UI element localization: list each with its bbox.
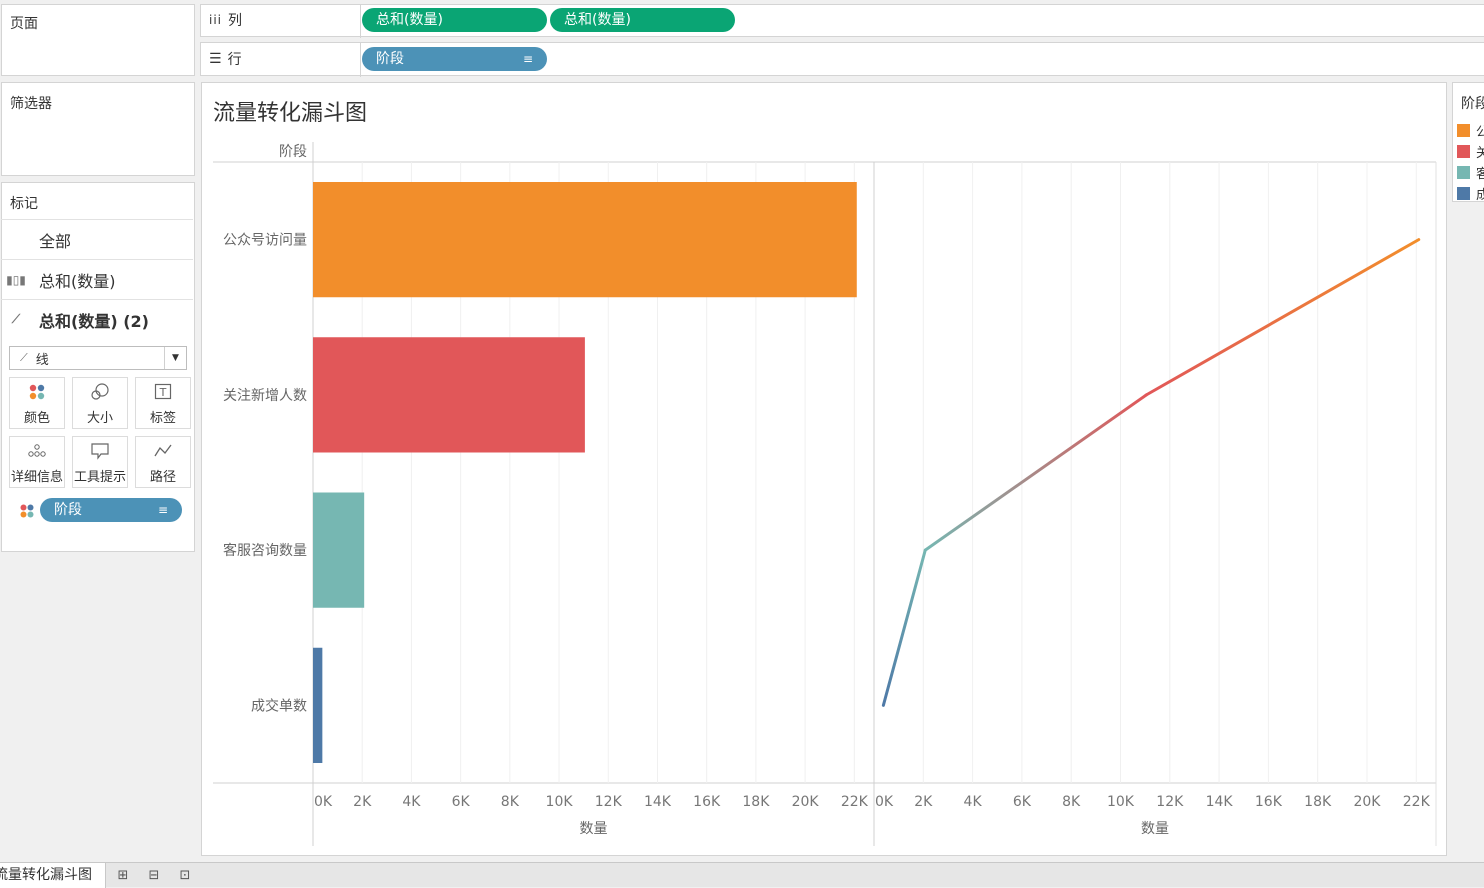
bar — [313, 647, 323, 763]
legend-label: 成交单数 — [1476, 188, 1484, 203]
size-icon — [73, 383, 127, 407]
legend-item[interactable]: 公众号访问量 — [1457, 121, 1484, 140]
category-label: 关注新增人数 — [223, 388, 307, 404]
marks-layer-all[interactable]: 全部 — [1, 219, 193, 259]
x-tick-label: 2K — [353, 794, 372, 810]
x-tick-label: 22K — [1403, 794, 1431, 810]
label-button[interactable]: T 标签 — [135, 377, 191, 429]
new-story-icon[interactable]: ⊡ — [179, 868, 191, 883]
bar — [313, 337, 585, 453]
chart-title: 流量转化漏斗图 — [213, 101, 367, 126]
category-label: 公众号访问量 — [223, 233, 307, 249]
sheet-tab-bar: 流量转化漏斗图 ⊞ ⊟ ⊡ — [0, 862, 1484, 888]
legend-item[interactable]: 成交单数 — [1457, 184, 1484, 203]
x-axis-title: 数量 — [580, 821, 608, 837]
path-button[interactable]: 路径 — [135, 436, 191, 488]
color-icon — [10, 383, 64, 407]
new-dashboard-icon[interactable]: ⊟ — [148, 868, 160, 883]
pages-card: 页面 — [1, 4, 195, 76]
marks-layer-bar[interactable]: ▮▯▮ 总和(数量) — [1, 259, 193, 299]
new-sheet-icon[interactable]: ⊞ — [117, 868, 129, 883]
x-tick-label: 22K — [841, 794, 869, 810]
detail-button[interactable]: 详细信息 — [9, 436, 65, 488]
tooltip-button[interactable]: 工具提示 — [72, 436, 128, 488]
columns-shelf-label: iii 列 — [209, 13, 243, 29]
legend-item[interactable]: 客服咨询数量 — [1457, 163, 1484, 182]
legend-swatch — [1457, 187, 1470, 200]
legend-title: 阶段 — [1461, 96, 1484, 112]
category-label: 成交单数 — [251, 697, 307, 714]
filters-card-title: 筛选器 — [10, 96, 52, 112]
legend-label: 关注新增人数 — [1476, 146, 1484, 161]
columns-icon: iii — [209, 13, 223, 27]
category-label: 客服咨询数量 — [223, 542, 307, 559]
chevron-down-icon: ▼ — [164, 347, 186, 369]
legend-item[interactable]: 关注新增人数 — [1457, 142, 1484, 161]
x-tick-label: 16K — [693, 794, 721, 810]
line-segment — [923, 393, 1148, 552]
x-tick-label: 4K — [964, 794, 983, 810]
x-tick-label: 6K — [452, 794, 471, 810]
color-pill-icon — [19, 503, 35, 523]
rows-shelf-label: ☰ 行 — [209, 51, 242, 68]
size-button[interactable]: 大小 — [72, 377, 128, 429]
x-tick-label: 0K — [314, 794, 333, 810]
x-tick-label: 14K — [1206, 794, 1234, 810]
row-header: 阶段 — [279, 144, 307, 160]
mark-type-dropdown[interactable]: ⟋ 线 ▼ — [9, 346, 187, 370]
x-tick-label: 0K — [875, 794, 894, 810]
sort-icon: ≡ — [522, 52, 533, 66]
x-tick-label: 12K — [1156, 794, 1184, 810]
pages-card-title: 页面 — [10, 16, 38, 32]
line-chart-icon: ⟋ — [11, 312, 21, 326]
x-tick-label: 4K — [402, 794, 421, 810]
x-tick-label: 10K — [1107, 794, 1135, 810]
legend-label: 公众号访问量 — [1476, 125, 1484, 140]
detail-icon — [10, 442, 64, 466]
bar-chart-icon: ▮▯▮ — [6, 272, 26, 287]
sort-icon: ≡ — [157, 503, 168, 517]
x-tick-label: 12K — [595, 794, 623, 810]
sheet-tab[interactable]: 流量转化漏斗图 — [0, 863, 106, 888]
columns-pill-2[interactable]: 总和(数量) — [550, 8, 735, 32]
color-button[interactable]: 颜色 — [9, 377, 65, 429]
x-axis-title: 数量 — [1141, 821, 1169, 837]
x-tick-label: 14K — [644, 794, 672, 810]
x-tick-label: 20K — [1353, 794, 1381, 810]
x-tick-label: 8K — [501, 794, 520, 810]
line-segment — [1144, 238, 1421, 397]
x-tick-label: 8K — [1062, 794, 1081, 810]
marks-layer-line[interactable]: ⟋ 总和(数量) (2) — [1, 299, 193, 339]
path-icon — [136, 442, 190, 466]
rows-pill-stage[interactable]: 阶段 ≡ — [362, 47, 547, 71]
x-tick-label: 2K — [914, 794, 933, 810]
x-tick-label: 18K — [742, 794, 770, 810]
line-mark-icon: ⟋ — [20, 351, 28, 364]
legend-swatch — [1457, 145, 1470, 158]
marks-card-title: 标记 — [10, 196, 38, 212]
bar — [313, 182, 857, 298]
filters-card[interactable]: 筛选器 — [1, 82, 195, 176]
columns-pill-1[interactable]: 总和(数量) — [362, 8, 547, 32]
line-segment — [881, 548, 927, 707]
tooltip-icon — [73, 442, 127, 466]
legend-swatch — [1457, 124, 1470, 137]
bar — [313, 492, 365, 608]
x-tick-label: 6K — [1013, 794, 1032, 810]
x-tick-label: 18K — [1304, 794, 1332, 810]
legend-swatch — [1457, 166, 1470, 179]
x-tick-label: 16K — [1255, 794, 1283, 810]
legend-label: 客服咨询数量 — [1476, 167, 1484, 182]
svg-text:T: T — [159, 386, 167, 399]
text-label-icon: T — [136, 383, 190, 407]
x-tick-label: 10K — [546, 794, 574, 810]
rows-icon: ☰ — [209, 51, 222, 67]
x-tick-label: 20K — [792, 794, 820, 810]
color-pill-stage[interactable]: 阶段 ≡ — [40, 498, 182, 522]
